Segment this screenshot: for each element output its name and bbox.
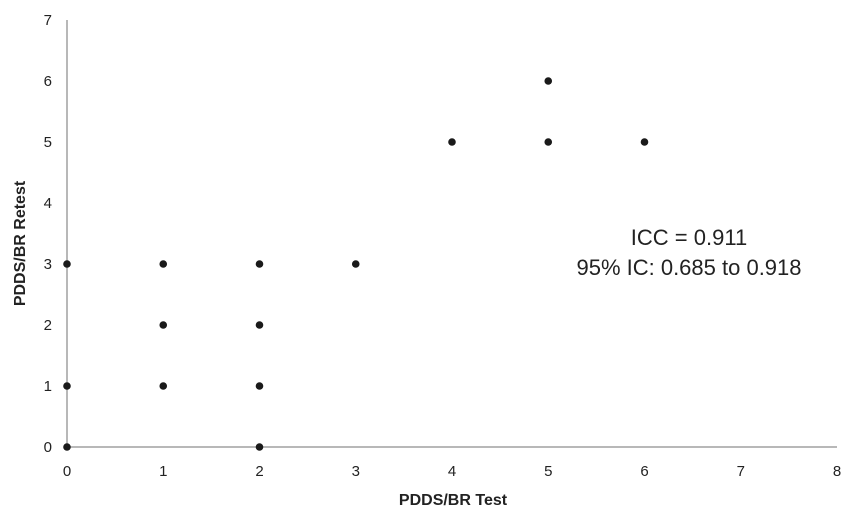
data-point — [255, 260, 264, 268]
y-tick-label: 4 — [44, 195, 52, 212]
data-point — [63, 443, 71, 451]
x-tick-label: 0 — [63, 463, 71, 480]
x-tick-label: 8 — [833, 463, 841, 480]
data-point — [255, 321, 264, 329]
data-point — [351, 260, 360, 268]
x-tick-label: 3 — [352, 463, 360, 480]
y-tick-label: 2 — [44, 317, 52, 334]
y-tick-labels: 0 1 2 3 4 5 6 7 — [44, 12, 52, 456]
y-tick-label: 3 — [44, 256, 52, 273]
data-point — [159, 382, 168, 390]
x-tick-label: 5 — [544, 463, 552, 480]
data-point — [448, 138, 456, 146]
x-tick-label: 4 — [448, 463, 456, 480]
y-tick-label: 5 — [44, 134, 52, 151]
y-tick-label: 0 — [44, 439, 52, 456]
y-axis-title: PDDS/BR Retest — [12, 180, 29, 306]
x-tick-label: 2 — [255, 463, 263, 480]
data-point — [255, 382, 264, 390]
y-tick-label: 7 — [44, 12, 52, 29]
x-tick-label: 7 — [737, 463, 745, 480]
data-point — [640, 138, 649, 146]
data-point — [255, 443, 264, 451]
x-tick-label: 1 — [159, 463, 167, 480]
data-point — [63, 260, 71, 268]
x-axis-title: PDDS/BR Test — [399, 492, 508, 509]
data-point — [544, 77, 553, 85]
data-point — [159, 321, 168, 329]
y-tick-label: 6 — [44, 73, 52, 90]
y-tick-label: 1 — [44, 378, 52, 395]
data-point — [159, 260, 168, 268]
confidence-interval-annotation: 95% IC: 0.685 to 0.918 — [576, 255, 801, 280]
x-tick-label: 6 — [640, 463, 648, 480]
icc-annotation: ICC = 0.911 — [631, 225, 747, 250]
data-point — [63, 382, 71, 390]
data-point — [544, 138, 553, 146]
x-tick-labels: 0 1 2 3 4 5 6 7 8 — [63, 463, 841, 480]
data-points — [63, 77, 649, 451]
